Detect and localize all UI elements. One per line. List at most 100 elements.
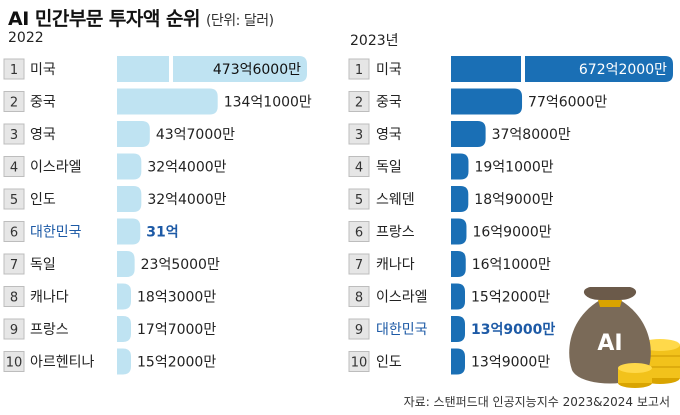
rank-box	[3, 221, 25, 242]
value-label: 31억	[146, 225, 178, 241]
country-label: 이스라엘	[376, 290, 428, 306]
country-label: 아르헨티나	[30, 355, 95, 371]
bar	[117, 56, 307, 82]
bar	[117, 88, 218, 115]
rank-number: 4	[10, 161, 18, 176]
rank-box	[348, 351, 370, 372]
value-label: 19억1000만	[474, 160, 553, 176]
chart-2022: 1 미국 473억6000만 2 중국 134억1000만 3 영국 43억7000만 4 이스라엘…	[3, 55, 312, 375]
bar	[451, 186, 469, 212]
rank-number: 1	[355, 63, 363, 78]
bar	[117, 251, 135, 277]
bar	[117, 316, 131, 342]
rank-number: 8	[10, 291, 18, 306]
country-label: 스웨덴	[376, 192, 415, 208]
country-label: 인도	[376, 355, 402, 371]
bar	[451, 218, 467, 245]
country-label: 독일	[30, 257, 56, 273]
value-label: 16억9000만	[472, 225, 551, 241]
value-label: 134억1000만	[224, 95, 312, 111]
country-label: 독일	[376, 160, 402, 176]
axis-break-mark	[521, 55, 525, 83]
country-label: 미국	[30, 62, 56, 78]
value-label: 18억3000만	[137, 290, 216, 306]
value-label: 77억6000만	[528, 95, 607, 111]
rank-box	[3, 91, 25, 112]
country-label: 영국	[376, 127, 402, 143]
rank-number: 7	[10, 258, 18, 273]
rank-number: 6	[10, 226, 18, 241]
value-label: 13억9000만	[471, 355, 550, 371]
country-label: 프랑스	[30, 322, 69, 338]
rank-number: 4	[355, 161, 363, 176]
rank-box	[348, 221, 370, 242]
bar	[451, 348, 465, 375]
bar	[451, 121, 486, 147]
country-label: 캐나다	[376, 257, 415, 273]
rank-box	[348, 318, 370, 340]
bar	[117, 218, 141, 245]
value-label: 32억4000만	[147, 192, 226, 208]
axis-break-mark	[169, 55, 173, 83]
rank-number: 5	[10, 193, 18, 208]
rank-box	[3, 123, 25, 145]
country-label: 영국	[30, 127, 56, 143]
year-2022-label: 2022	[8, 30, 44, 46]
value-label: 43억7000만	[156, 127, 235, 143]
country-label: 미국	[376, 62, 402, 78]
rank-number: 6	[355, 226, 363, 241]
country-label: 캐나다	[30, 290, 69, 306]
year-2023-label: 2023년	[350, 33, 399, 49]
svg-text:AI: AI	[597, 331, 622, 356]
bar	[117, 186, 142, 212]
rank-box	[348, 253, 370, 275]
rank-box	[348, 58, 370, 80]
value-label: 37억8000만	[492, 127, 571, 143]
bar	[451, 88, 523, 115]
country-label: 대한민국	[376, 322, 428, 338]
rank-box	[3, 188, 25, 210]
rank-number: 10	[6, 356, 23, 371]
rank-box	[3, 58, 25, 80]
rank-box	[3, 253, 25, 275]
rank-number: 7	[355, 258, 363, 273]
rank-number: 3	[355, 128, 363, 143]
rank-box	[348, 91, 370, 112]
value-label: 13억9000만	[471, 322, 555, 338]
rank-box	[348, 188, 370, 210]
rank-number: 5	[355, 193, 363, 208]
value-label: 17억7000만	[137, 322, 216, 338]
rank-number: 1	[10, 63, 18, 78]
rank-number: 2	[355, 96, 363, 111]
value-label: 23억5000만	[141, 257, 220, 273]
bar	[117, 153, 142, 180]
rank-box	[3, 286, 25, 307]
bar	[117, 283, 131, 310]
country-label: 인도	[30, 192, 56, 208]
bar	[451, 316, 465, 342]
value-label: 15억2000만	[137, 355, 216, 371]
country-label: 이스라엘	[30, 160, 82, 176]
rank-box	[3, 351, 25, 372]
value-label: 16억1000만	[472, 257, 551, 273]
rank-number: 9	[355, 323, 363, 338]
rank-box	[348, 123, 370, 145]
rank-number: 3	[10, 128, 18, 143]
country-label: 중국	[376, 95, 402, 111]
rank-number: 8	[355, 291, 363, 306]
bar	[451, 153, 469, 180]
title-text: AI 민간부문 투자액 순위	[8, 8, 200, 30]
money-bag-icon: AI	[569, 287, 680, 388]
value-label: 15억2000만	[471, 290, 550, 306]
rank-number: 2	[10, 96, 18, 111]
bar	[451, 251, 466, 277]
unit-label: (단위: 달러)	[205, 13, 274, 29]
rank-box	[3, 156, 25, 177]
source-note: 자료: 스탠퍼드대 인공지능지수 2023&2024 보고서	[403, 395, 670, 409]
rank-number: 10	[351, 356, 368, 371]
country-label: 중국	[30, 95, 56, 111]
rank-box	[3, 318, 25, 340]
value-label: 473억6000만	[213, 62, 301, 78]
bar	[451, 56, 673, 82]
value-label: 18억9000만	[474, 192, 553, 208]
